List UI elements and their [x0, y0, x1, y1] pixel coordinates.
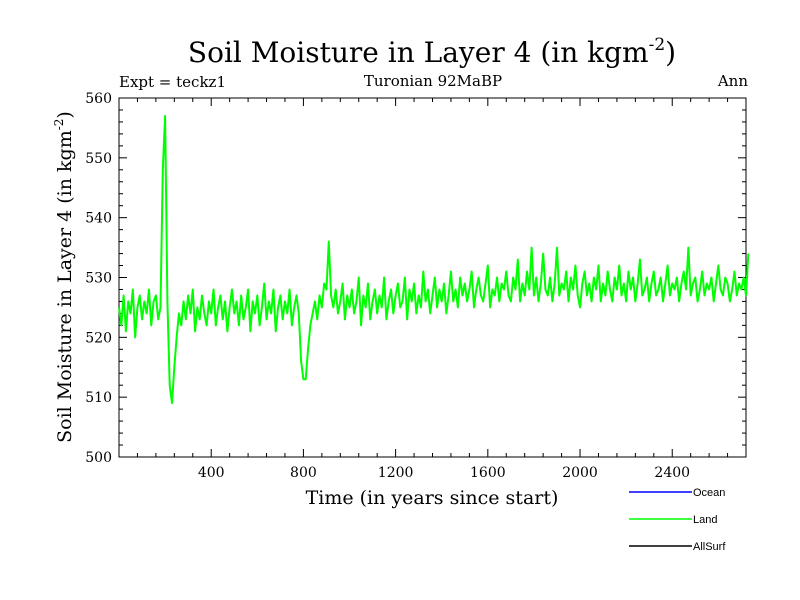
- chart-title-main: Soil Moisture in Layer 4 (in kgm: [188, 36, 649, 69]
- legend-label-allsurf: AllSurf: [693, 541, 726, 553]
- y-tick-label: 540: [85, 211, 112, 227]
- y-axis-label: Soil Moisture in Layer 4 (in kgm-2): [52, 111, 76, 443]
- x-tick-label: 400: [198, 465, 225, 481]
- y-axis-label-close: ): [54, 111, 76, 118]
- chart-title-close: ): [665, 36, 676, 69]
- series-group: [118, 114, 750, 405]
- y-tick-label: 530: [85, 271, 112, 287]
- subtitle-period: Turonian 92MaBP: [364, 72, 502, 90]
- y-axis-ticks: 500 510 520 530 540 550 560: [85, 91, 746, 466]
- x-tick-label: 1200: [378, 465, 414, 481]
- x-axis-minor-ticks: [136, 98, 729, 457]
- x-axis-ticks: 400 800 1200 1600 2000 2400: [198, 98, 690, 481]
- legend-label-land: Land: [693, 514, 717, 526]
- y-tick-label: 560: [85, 91, 112, 107]
- chart-title: Soil Moisture in Layer 4 (in kgm-2): [188, 35, 676, 69]
- y-tick-label: 520: [85, 330, 112, 346]
- subtitle-experiment: Expt = teckz1: [119, 73, 226, 91]
- x-tick-label: 1600: [470, 465, 506, 481]
- series-line-land: [118, 114, 750, 405]
- y-axis-label-main: Soil Moisture in Layer 4 (in kgm: [54, 130, 76, 443]
- y-tick-label: 550: [85, 151, 112, 167]
- y-tick-label: 510: [85, 390, 112, 406]
- x-tick-label: 800: [290, 465, 317, 481]
- x-axis-label: Time (in years since start): [306, 487, 559, 509]
- subtitle-season: Ann: [717, 72, 748, 90]
- x-tick-label: 2400: [654, 465, 690, 481]
- legend-label-ocean: Ocean: [693, 487, 725, 499]
- x-tick-label: 2000: [562, 465, 598, 481]
- chart-title-sup: -2: [649, 35, 666, 55]
- y-tick-label: 500: [85, 450, 112, 466]
- legend: Ocean Land AllSurf: [629, 487, 726, 553]
- y-axis-label-sup: -2: [52, 119, 66, 131]
- y-axis-minor-ticks: [119, 109, 746, 446]
